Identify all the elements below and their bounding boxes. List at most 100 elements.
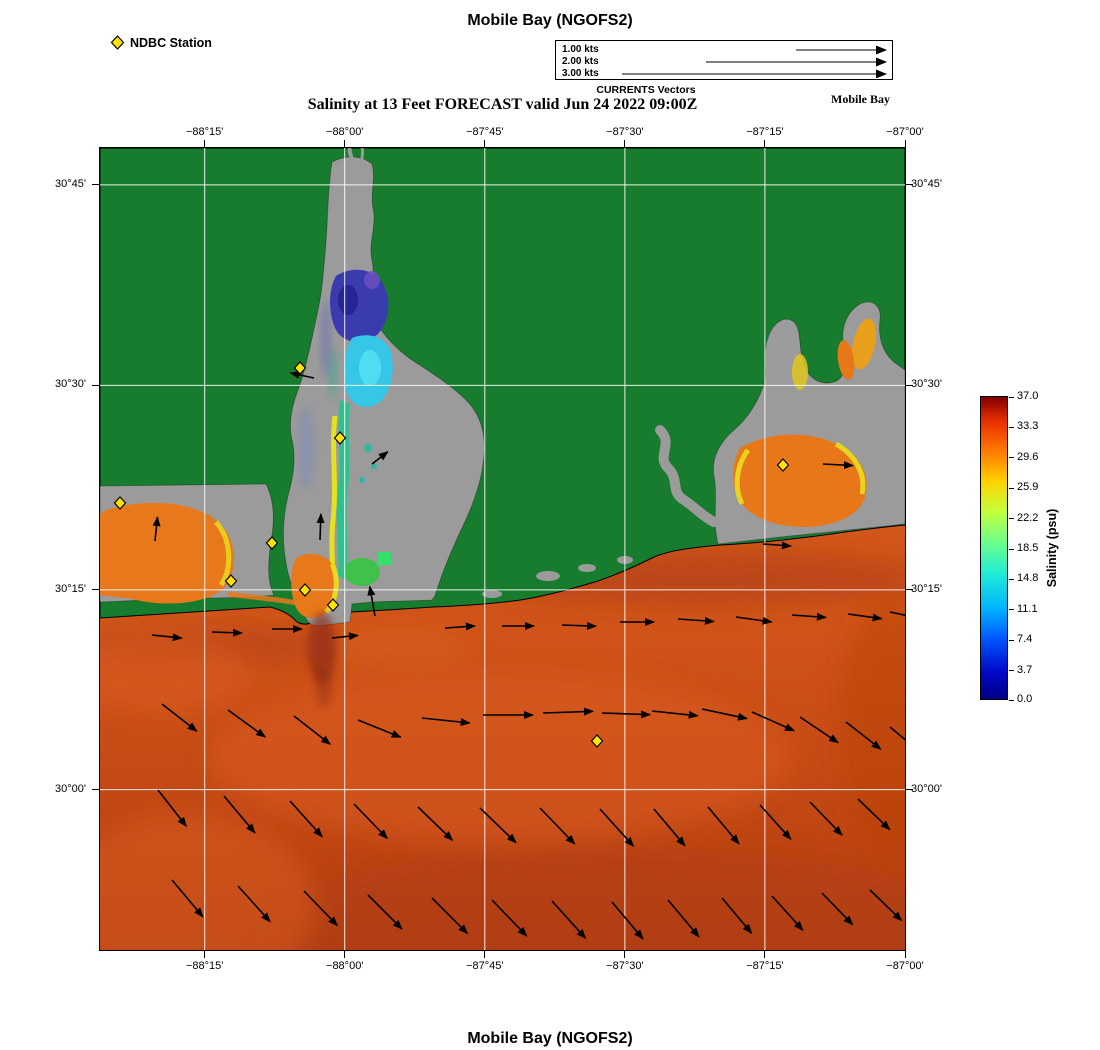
current-vector-arrow: [542, 707, 594, 716]
perdido-yellow-fringe: [834, 441, 866, 495]
lon-tick-label: −87°00': [886, 960, 924, 972]
lat-tick-label: 30°00': [55, 782, 86, 795]
coastal-pond: [578, 564, 596, 572]
graticule: [100, 148, 905, 950]
lat-tick-label: 30°45': [911, 177, 942, 190]
forecast-subtitle: Salinity at 13 Feet FORECAST valid Jun 2…: [307, 96, 698, 113]
colorbar-tick-label: 14.8: [1017, 572, 1039, 585]
axis-tick: [904, 140, 906, 147]
top-axis-labels: −88°15' −88°00' −87°45' −87°30' −87°15' −87°0…: [100, 126, 924, 140]
current-vector-arrow: [367, 585, 376, 617]
current-vector-arrow: [539, 807, 576, 845]
right-axis-labels: 30°45' 30°30' 30°15' 30°00': [911, 148, 1005, 950]
map-frame: [92, 140, 913, 958]
current-vector-arrow: [821, 892, 854, 926]
ndbc-station-marker: [776, 458, 790, 472]
bay-teal-dot: [371, 463, 377, 469]
colorbar-tick-label: 29.6: [1017, 450, 1039, 463]
ndbc-station-marker: [293, 361, 307, 375]
current-vector-arrow: [316, 513, 325, 541]
current-vector-arrow: [227, 709, 267, 738]
colorbar-gradient: [980, 396, 1008, 700]
colorbar-tick: [1009, 426, 1014, 428]
current-vector-arrow: [599, 808, 635, 847]
perdido-orange-patch: [733, 434, 867, 527]
ndbc-station-marker: [113, 496, 127, 510]
lat-tick-label: 30°15': [911, 582, 942, 595]
baymouth-orange-patch: [291, 553, 337, 618]
ndbc-diamond-icon: [110, 35, 125, 50]
bay-teal-ribbon: [336, 400, 350, 580]
current-vector-arrow: [707, 806, 740, 845]
current-vectors: [151, 370, 905, 940]
current-vector-arrow: [771, 895, 804, 931]
ndbc-station-marker: [590, 734, 604, 748]
colorbar-tick-label: 3.7: [1017, 663, 1033, 676]
current-vector-arrow: [847, 613, 883, 622]
colorbar-tick: [1009, 639, 1014, 641]
current-vector-arrow: [289, 800, 323, 838]
lon-tick-label: −87°30': [606, 126, 644, 138]
colorbar-tick-label: 22.2: [1017, 511, 1039, 524]
bottom-axis-labels: −88°15' −88°00' −87°45' −87°30' −87°15' −87°0…: [100, 960, 924, 974]
region-label: Mobile Bay: [831, 92, 890, 106]
colorbar-tick-labels: 37.0 33.3 29.6 25.9 22.2 18.5 14.8 11.1 7.4 3.7 0.…: [980, 390, 1100, 705]
lon-tick-label: −87°15': [746, 126, 784, 138]
colorbar-tick: [1009, 548, 1014, 550]
current-vector-arrow: [421, 717, 471, 727]
axis-tick: [764, 951, 766, 958]
river-squiggle: [360, 148, 365, 165]
lon-tick-label: −88°00': [326, 126, 364, 138]
colorbar-tick-label: 11.1: [1017, 602, 1038, 615]
colorbar-tick: [1009, 487, 1014, 489]
perdido-orange-arm: [851, 318, 877, 370]
sound-orange-patch: [100, 502, 235, 604]
lat-tick-label: 30°15': [55, 582, 86, 595]
axis-tick: [624, 140, 626, 147]
current-vector-arrow: [353, 803, 388, 840]
current-vector-arrow: [551, 900, 587, 939]
current-vector-arrow: [151, 633, 183, 642]
bay-green-blob: [344, 558, 380, 586]
coastal-pond: [482, 590, 502, 598]
axis-tick: [764, 140, 766, 147]
left-axis-labels: 30°45' 30°30' 30°15' 30°00': [0, 148, 94, 950]
current-vector-arrow: [889, 611, 905, 616]
current-vector-arrow: [293, 715, 331, 745]
current-vector-arrow: [822, 461, 854, 470]
current-vector-arrow: [367, 894, 403, 930]
ebb-plume-tail: [316, 668, 332, 708]
axis-tick: [344, 140, 346, 147]
current-vector-arrow: [667, 899, 700, 938]
colorbar-tick-label: 37.0: [1017, 390, 1039, 402]
currents-legend-arrows: [622, 45, 887, 79]
current-vector-arrow: [479, 807, 517, 844]
current-vector-arrow: [357, 719, 402, 738]
bay-bluegray-streak: [298, 406, 314, 490]
coastal-pond: [536, 571, 560, 581]
colorbar-tick: [1009, 609, 1014, 611]
current-vector-arrow: [653, 808, 686, 847]
legend-speed-label: 1.00 kts: [562, 44, 599, 55]
colorbar-tick: [1009, 518, 1014, 520]
current-vector-arrow: [677, 616, 715, 625]
river-squiggle: [347, 148, 355, 165]
current-vector-arrow: [762, 541, 792, 550]
colorbar-tick-label: 7.4: [1017, 633, 1033, 646]
bay-teal-dot: [359, 477, 365, 483]
ndbc-station-marker: [265, 536, 279, 550]
lon-tick-label: −87°45': [466, 960, 504, 972]
colorbar-tick: [1009, 699, 1014, 701]
perdido-yellow-arm: [792, 354, 808, 390]
colorbar-tick: [1009, 670, 1014, 672]
page-title: Mobile Bay (NGOFS2): [467, 12, 633, 29]
lon-tick-label: −87°45': [466, 126, 504, 138]
current-vector-arrow: [561, 621, 597, 630]
current-vector-arrow: [152, 516, 161, 542]
legend-speed-label: 3.00 kts: [562, 68, 599, 79]
current-vector-arrow: [417, 806, 454, 841]
current-vector-arrow: [889, 726, 905, 741]
ndbc-station-marker: [224, 574, 238, 588]
current-vector-arrow: [869, 889, 903, 922]
